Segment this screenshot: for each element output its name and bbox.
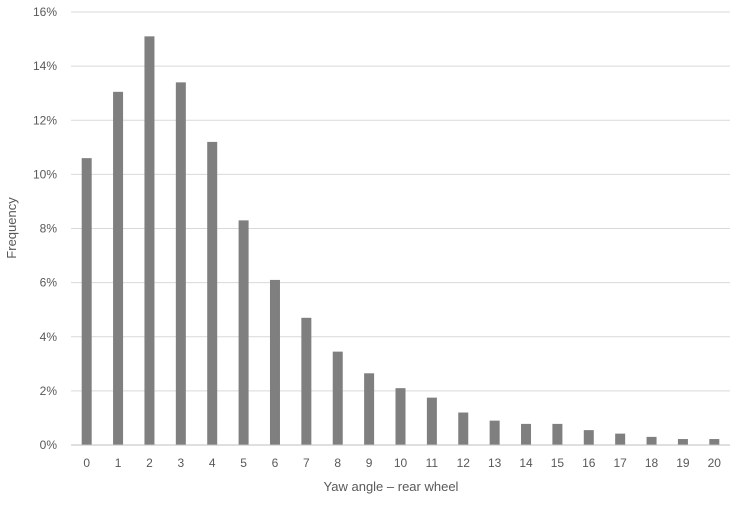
x-tick-label: 14 — [519, 456, 533, 470]
y-tick-labels: 0% 2% 4% 6% 8% 10% 12% 14% 16% — [33, 5, 57, 452]
y-tick-label: 14% — [33, 59, 57, 73]
x-tick-label: 20 — [708, 456, 722, 470]
x-tick-label: 5 — [240, 456, 247, 470]
bar — [81, 158, 92, 445]
y-tick-label: 8% — [40, 222, 58, 236]
y-axis-title: Frequency — [4, 197, 19, 259]
x-tick-label: 4 — [209, 456, 216, 470]
y-tick-label: 16% — [33, 5, 57, 19]
x-tick-label: 13 — [488, 456, 502, 470]
bar — [207, 141, 218, 445]
y-tick-label: 6% — [40, 276, 58, 290]
bars — [81, 36, 720, 446]
bar — [238, 220, 249, 445]
x-tick-label: 10 — [394, 456, 408, 470]
bar — [144, 36, 155, 445]
x-tick-label: 18 — [645, 456, 659, 470]
bar — [301, 317, 312, 445]
bar — [364, 373, 375, 445]
bar — [709, 439, 720, 445]
bar — [552, 423, 563, 445]
x-tick-label: 15 — [551, 456, 565, 470]
bar — [646, 436, 657, 445]
bar — [426, 397, 437, 445]
x-tick-label: 6 — [272, 456, 279, 470]
bar — [113, 91, 124, 445]
y-tick-label: 2% — [40, 384, 58, 398]
y-tick-label: 0% — [40, 438, 58, 452]
x-tick-labels: 0 1 2 3 4 5 6 7 8 9 10 11 12 13 14 15 16 17 18 19 20 — [83, 456, 721, 470]
x-tick-label: 3 — [177, 456, 184, 470]
bar — [521, 423, 532, 445]
bar — [175, 82, 186, 446]
bar — [332, 351, 343, 445]
x-tick-label: 8 — [334, 456, 341, 470]
x-tick-label: 11 — [426, 456, 439, 470]
bar — [489, 420, 500, 445]
x-axis-title: Yaw angle – rear wheel — [324, 479, 459, 494]
y-tick-label: 10% — [33, 167, 57, 181]
x-tick-label: 16 — [582, 456, 596, 470]
x-tick-label: 7 — [303, 456, 310, 470]
y-tick-label: 4% — [40, 330, 58, 344]
x-tick-label: 17 — [613, 456, 627, 470]
bar — [615, 433, 626, 445]
x-tick-label: 2 — [146, 456, 153, 470]
x-tick-label: 12 — [457, 456, 471, 470]
x-tick-label: 19 — [676, 456, 690, 470]
x-tick-label: 1 — [115, 456, 122, 470]
bar — [395, 388, 406, 445]
gridlines — [71, 11, 730, 392]
y-tick-label: 12% — [33, 113, 57, 127]
bar — [677, 439, 688, 445]
x-tick-label: 9 — [366, 456, 373, 470]
bar — [458, 412, 469, 445]
bar — [269, 279, 280, 445]
x-tick-label: 0 — [83, 456, 90, 470]
bar — [583, 430, 594, 445]
